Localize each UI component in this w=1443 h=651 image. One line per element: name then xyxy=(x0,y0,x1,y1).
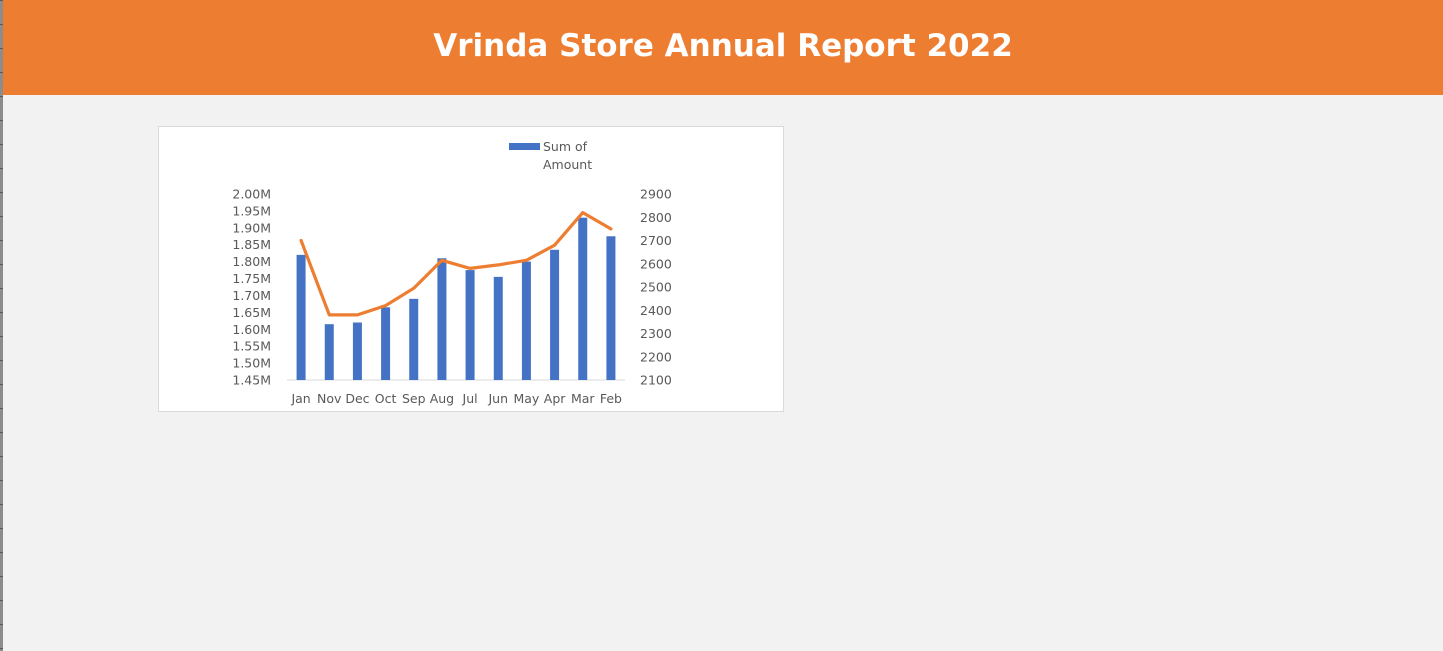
bar xyxy=(352,322,362,380)
bar xyxy=(437,258,447,380)
y-left-tick-label: 1.55M xyxy=(232,339,271,354)
x-tick-label: Feb xyxy=(600,391,622,406)
y-left-tick-label: 1.80M xyxy=(232,254,271,269)
x-tick-label: Nov xyxy=(317,391,342,406)
y-right-tick-label: 2400 xyxy=(640,303,672,318)
x-tick-label: Jun xyxy=(487,391,508,406)
y-left-tick-label: 1.95M xyxy=(232,203,271,218)
chart-legend: Sum of Amount xyxy=(509,139,592,172)
sales-chart[interactable]: Sum of Amount 2.00M 1.95M 1.90M 1.85M 1.80M 1… xyxy=(158,126,784,412)
y-left-tick-label: 1.50M xyxy=(232,356,271,371)
legend-label-line1: Sum of xyxy=(543,139,588,154)
y-right-tick-label: 2200 xyxy=(640,349,672,364)
y-right-tick-label: 2100 xyxy=(640,373,672,388)
y-left-tick-label: 1.85M xyxy=(232,237,271,252)
x-tick-label: Apr xyxy=(544,391,566,406)
y-right-tick-label: 2900 xyxy=(640,187,672,202)
bar xyxy=(381,307,391,380)
y-right-tick-label: 2800 xyxy=(640,210,672,225)
y-left-tick-label: 1.70M xyxy=(232,288,271,303)
bar xyxy=(296,254,306,380)
x-tick-label: May xyxy=(513,391,539,406)
x-tick-label: Aug xyxy=(430,391,454,406)
y-left-tick-label: 1.60M xyxy=(232,322,271,337)
bar-series xyxy=(296,217,616,380)
y-left-tick-label: 2.00M xyxy=(232,187,271,202)
y-right-tick-label: 2500 xyxy=(640,280,672,295)
x-tick-label: Dec xyxy=(345,391,369,406)
y-left-tick-label: 1.75M xyxy=(232,271,271,286)
bar xyxy=(465,270,475,380)
bar xyxy=(324,324,334,380)
x-tick-label: Jul xyxy=(462,391,478,406)
bar xyxy=(521,261,531,380)
y-right-tick-label: 2700 xyxy=(640,233,672,248)
x-tick-label: Sep xyxy=(402,391,426,406)
bar xyxy=(578,217,588,380)
y-left-tick-label: 1.90M xyxy=(232,220,271,235)
bar xyxy=(550,249,560,380)
y-axis-right: 2900 2800 2700 2600 2500 2400 2300 2200 2100 xyxy=(640,187,672,388)
legend-label-line2: Amount xyxy=(543,157,592,172)
x-axis: Jan Nov Dec Oct Sep Aug Jul Jun May Apr Mar Feb xyxy=(290,391,622,406)
bar xyxy=(493,276,503,380)
x-tick-label: Jan xyxy=(290,391,310,406)
y-left-tick-label: 1.65M xyxy=(232,305,271,320)
line-path xyxy=(299,210,613,317)
bar xyxy=(606,236,616,380)
legend-swatch xyxy=(509,143,540,150)
x-tick-label: Oct xyxy=(375,391,397,406)
report-banner: Vrinda Store Annual Report 2022 xyxy=(3,0,1443,95)
y-left-tick-label: 1.45M xyxy=(232,373,271,388)
x-tick-label: Mar xyxy=(571,391,595,406)
y-right-tick-label: 2600 xyxy=(640,256,672,271)
bar xyxy=(409,298,419,380)
report-title: Vrinda Store Annual Report 2022 xyxy=(433,27,1013,64)
window-left-edge xyxy=(0,0,3,651)
line-series xyxy=(299,210,613,317)
y-right-tick-label: 2300 xyxy=(640,326,672,341)
